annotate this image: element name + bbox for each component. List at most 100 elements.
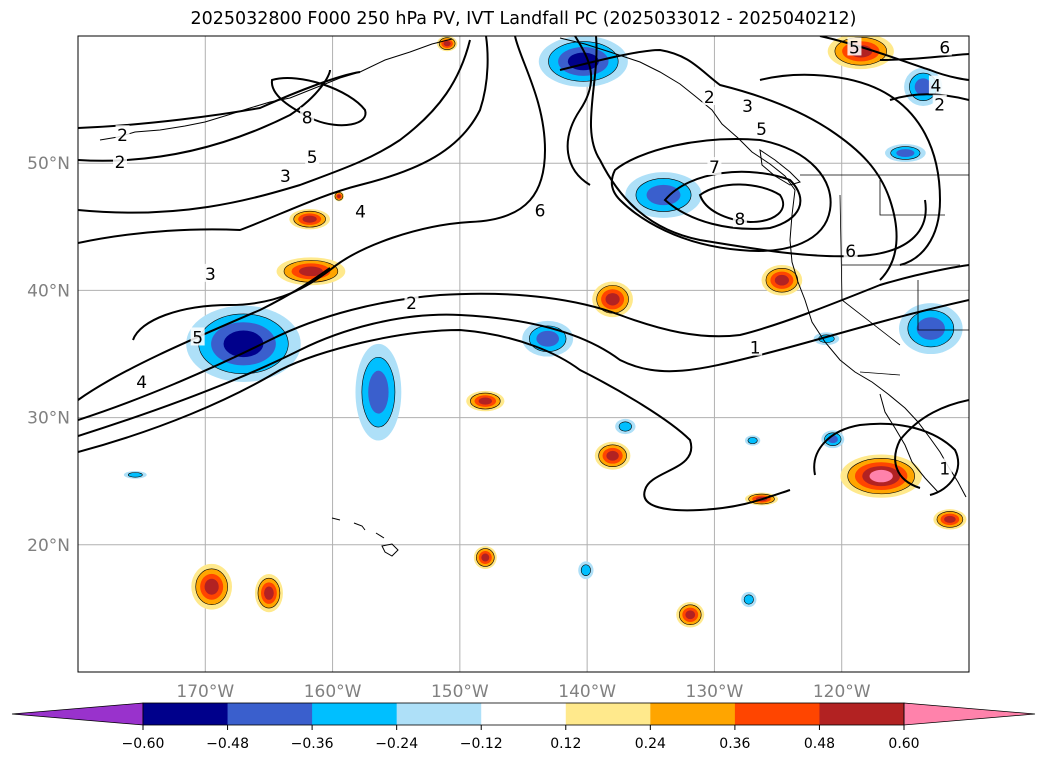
pv-contour-label: 2 bbox=[117, 126, 128, 146]
pv-contour bbox=[589, 36, 927, 258]
ivt-shade-level bbox=[368, 370, 389, 414]
longitude-labels: 170°W 160°W 150°W 140°W 130°W 120°W bbox=[176, 682, 870, 702]
colorbar-tick-label: 0.36 bbox=[719, 736, 750, 752]
longitude-label: 150°W bbox=[431, 682, 489, 702]
colorbar-tick-labels: −0.60 −0.48 −0.36 −0.24 −0.12 0.12 0.24 0.36 0.4… bbox=[122, 725, 920, 752]
baja-coast bbox=[879, 393, 939, 493]
ivt-negative-anomaly bbox=[522, 320, 574, 357]
ivt-shade-level bbox=[580, 564, 591, 577]
pv-contour-label: 1 bbox=[750, 339, 761, 359]
alaska-coastline bbox=[99, 38, 453, 141]
latitude-label: 50°N bbox=[27, 154, 70, 174]
pv-contour-label: 3 bbox=[280, 167, 291, 187]
ivt-negative-anomaly bbox=[884, 144, 926, 162]
ivt-shade-level bbox=[944, 515, 956, 523]
ivt-shade-level bbox=[443, 40, 451, 47]
pv-contour bbox=[566, 36, 593, 186]
pv-contour bbox=[78, 36, 489, 244]
pv-contour bbox=[270, 77, 367, 127]
ivt-positive-anomaly bbox=[191, 563, 233, 610]
pv-contour bbox=[559, 48, 898, 281]
ivt-shade-level bbox=[127, 472, 143, 478]
pv-contour-label: 5 bbox=[849, 38, 860, 58]
ivt-shade-level bbox=[337, 194, 341, 199]
contour-label-gap bbox=[928, 75, 943, 94]
pv-contour-label: 6 bbox=[845, 242, 856, 262]
pv-contour-label: 3 bbox=[205, 265, 216, 285]
ivt-shade-level bbox=[646, 184, 681, 206]
pv-contour bbox=[78, 328, 791, 512]
contour-label-gap bbox=[937, 458, 952, 477]
vancouver-island bbox=[759, 148, 801, 186]
colorbar-extend-low bbox=[11, 702, 144, 726]
pv-contour bbox=[879, 53, 969, 61]
contour-label-gap bbox=[115, 125, 130, 144]
ivt-positive-anomaly bbox=[466, 390, 505, 412]
ivt-shade-level bbox=[916, 317, 945, 340]
pv-contours bbox=[78, 36, 969, 512]
contour-label-gap bbox=[937, 37, 952, 56]
ivt-shading bbox=[123, 36, 967, 628]
contour-label-gap bbox=[533, 200, 548, 219]
pv-contour-label: 4 bbox=[930, 77, 941, 97]
ivt-shade-level bbox=[896, 149, 915, 157]
contour-label-gap bbox=[134, 371, 149, 390]
ivt-positive-anomaly bbox=[473, 546, 497, 569]
colorbar-swatch bbox=[396, 703, 482, 725]
pv-contour-label: 6 bbox=[535, 201, 546, 221]
ivt-shade-level bbox=[747, 437, 758, 444]
pv-contour bbox=[78, 299, 969, 437]
pv-contour bbox=[78, 71, 361, 129]
longitude-label: 120°W bbox=[813, 682, 871, 702]
ivt-positive-anomaly bbox=[276, 257, 346, 286]
colorbar-tick-label: −0.24 bbox=[375, 736, 418, 752]
longitude-label: 170°W bbox=[176, 682, 234, 702]
latitude-label: 30°N bbox=[27, 409, 70, 429]
latitude-labels: 50°N 40°N 30°N 20°N bbox=[27, 154, 70, 556]
coastlines bbox=[99, 37, 967, 557]
political-borders bbox=[800, 174, 969, 376]
colorbar-extend-high bbox=[903, 702, 1036, 726]
colorbar-tick-label: −0.12 bbox=[460, 736, 503, 752]
ivt-shade-level bbox=[914, 78, 932, 96]
ivt-positive-anomaly bbox=[289, 208, 331, 230]
pv-contour-label: 2 bbox=[115, 153, 126, 173]
pv-contour bbox=[698, 183, 785, 224]
pv-contour-label: 2 bbox=[406, 294, 417, 314]
contour-label-gap bbox=[748, 337, 763, 356]
ivt-positive-anomaly bbox=[436, 36, 458, 52]
ivt-shade-level bbox=[618, 421, 632, 432]
pv-contour bbox=[889, 93, 969, 101]
colorbar-swatch bbox=[227, 703, 313, 725]
ivt-shade-level bbox=[298, 266, 323, 277]
colorbar-swatch bbox=[312, 703, 398, 725]
pv-contour-label: 3 bbox=[742, 97, 753, 117]
latitude-label: 20°N bbox=[27, 536, 70, 556]
contour-label-gap bbox=[843, 240, 858, 259]
pv-contour-label: 2 bbox=[934, 96, 945, 116]
ivt-positive-anomaly bbox=[254, 574, 283, 613]
ivt-negative-anomaly bbox=[741, 591, 757, 608]
contour-label-gap bbox=[353, 201, 368, 220]
contour-label-gap bbox=[932, 94, 947, 113]
contour-label-gap bbox=[702, 87, 717, 106]
ivt-positive-anomaly bbox=[594, 441, 631, 470]
ivt-positive-anomaly bbox=[676, 602, 705, 628]
ivt-shade-level bbox=[204, 578, 219, 595]
ivt-shade-level bbox=[478, 397, 492, 405]
pv-contour bbox=[78, 267, 331, 401]
ivt-negative-anomaly bbox=[615, 418, 636, 435]
pv-contour-label: 8 bbox=[302, 108, 313, 128]
colorbar-tick-label: 0.12 bbox=[550, 736, 581, 752]
pv-contour-label: 7 bbox=[709, 158, 720, 178]
ivt-shade-level bbox=[869, 469, 893, 483]
contour-label-gap bbox=[754, 118, 769, 137]
map-title: 2025032800 F000 250 hPa PV, IVT Landfall… bbox=[190, 9, 857, 29]
ivt-positive-anomaly bbox=[933, 509, 967, 530]
pv-contour bbox=[132, 36, 547, 341]
pv-contour bbox=[759, 73, 942, 266]
ivt-shade-level bbox=[536, 330, 559, 347]
colorbar-outline bbox=[142, 702, 905, 726]
longitude-label: 160°W bbox=[304, 682, 362, 702]
pv-contour-label: 4 bbox=[136, 373, 147, 393]
